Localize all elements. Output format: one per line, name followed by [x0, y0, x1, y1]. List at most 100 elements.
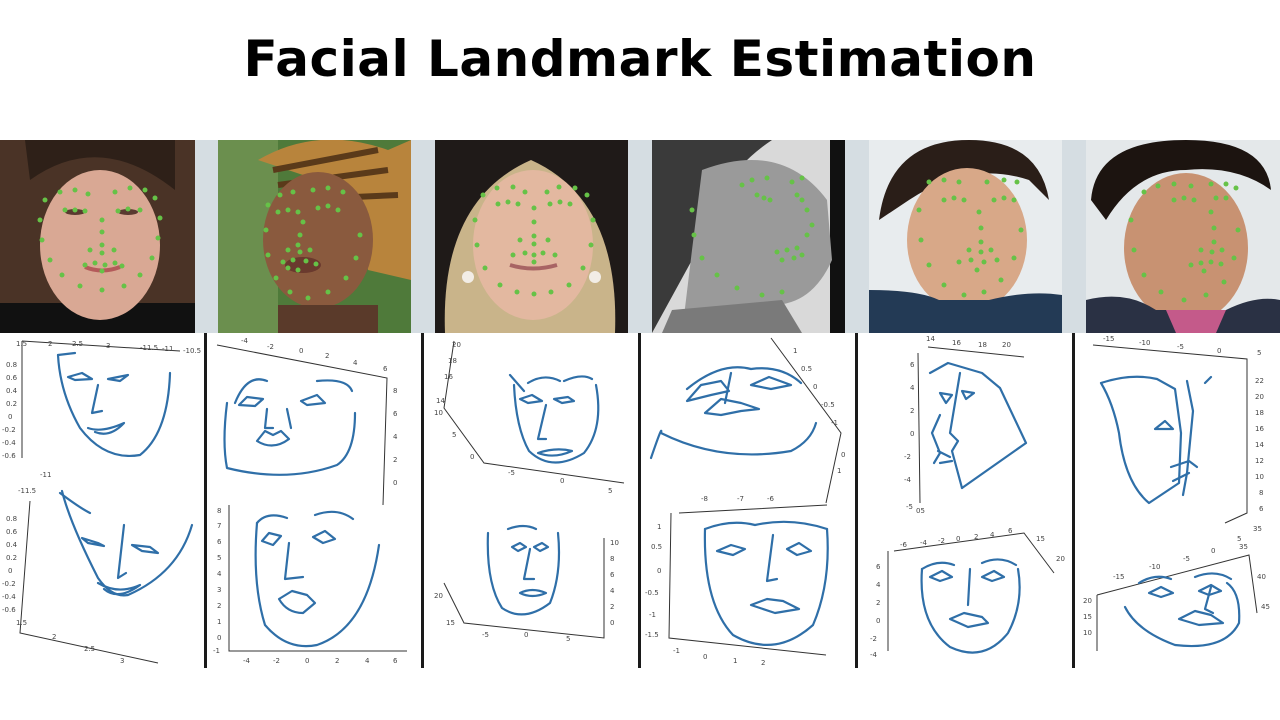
landmark-point: [1223, 181, 1229, 187]
landmark-point: [102, 262, 108, 268]
axis-tick-label: -2: [273, 657, 280, 665]
face-photo-4: [652, 140, 845, 333]
landmark-contour: [703, 527, 829, 647]
axis-tick-label: -4: [870, 651, 878, 659]
axis-tick-label: 0: [841, 451, 845, 459]
axis-tick-label: 4: [217, 570, 222, 578]
axis-tick-label: 0: [813, 383, 817, 391]
axis-tick-label: 8: [393, 387, 397, 395]
axis-tick-label: -10.5: [183, 347, 201, 355]
axis-tick-label: -15: [1113, 573, 1124, 581]
axis-tick-label: 15: [446, 619, 455, 627]
axis-tick-label: 2: [393, 456, 397, 464]
axis-tick-label: 7: [217, 522, 221, 530]
landmark-point: [99, 250, 105, 256]
landmark-contour: [685, 366, 803, 391]
landmark-point: [966, 247, 972, 253]
axis-tick-label: 2: [876, 599, 880, 607]
axis-tick-label: 4: [610, 587, 615, 595]
landmark-point: [774, 249, 780, 255]
axis-tick-label: 2: [610, 603, 614, 611]
axis-tick-label: 18: [978, 341, 987, 349]
landmark-point: [791, 255, 797, 261]
axis-tick-label: 6: [383, 365, 388, 373]
axis-tick-label: -0.4: [2, 439, 16, 447]
landmark-point: [1208, 259, 1214, 265]
axis-tick-label: 10: [1083, 629, 1092, 637]
axis-tick-label: -1: [831, 419, 838, 427]
landmark-point: [1235, 227, 1241, 233]
axis-tick-label: 5: [452, 431, 456, 439]
axis-tick-label: 0: [8, 567, 12, 575]
landmark-point: [699, 255, 705, 261]
axis-tick-label: 8: [1259, 489, 1263, 497]
axis-tick-label: 0.2: [6, 400, 17, 408]
landmark-point: [799, 197, 805, 203]
column-separator: [1072, 333, 1075, 668]
axis-tick-label: 2.5: [72, 340, 83, 348]
landmark-contour: [299, 393, 327, 407]
landmark-point: [335, 207, 341, 213]
landmark-point: [566, 282, 572, 288]
landmark-point: [137, 272, 143, 278]
landmark-point: [754, 192, 760, 198]
face-photo-2: [218, 140, 411, 333]
plot-3d-bottom: -15 -10 -5 0 35 40 45 20 15 10: [1083, 543, 1270, 651]
landmark-point: [784, 247, 790, 253]
landmark-contour: [1177, 609, 1225, 627]
landmark-point: [119, 263, 125, 269]
axis-tick-label: 0: [1217, 347, 1221, 355]
landmark-point: [799, 252, 805, 258]
axis-tick-label: -2: [870, 635, 877, 643]
landmark-contour: [960, 389, 976, 401]
axis-tick-label: -10: [1139, 339, 1150, 347]
landmark-point: [926, 262, 932, 268]
landmark-point: [497, 282, 503, 288]
landmark-contour: [506, 524, 538, 531]
landmark-point: [689, 207, 695, 213]
landmark-point: [548, 289, 554, 295]
landmark-point: [42, 197, 48, 203]
landmark-point: [1231, 255, 1237, 261]
landmark-point: [37, 217, 43, 223]
axis-tick-label: 3: [120, 657, 124, 665]
landmark-point: [567, 201, 573, 207]
axis-tick-label: 14: [926, 335, 935, 343]
landmark-point: [137, 207, 143, 213]
landmark-point: [779, 257, 785, 263]
axis-tick-label: 2: [910, 407, 914, 415]
landmark-point: [290, 189, 296, 195]
axis-tick-label: -2: [904, 453, 911, 461]
landmark-point: [544, 189, 550, 195]
landmark-contour: [703, 397, 761, 417]
axis-tick-label: -0.4: [2, 593, 16, 601]
axis-tick-label: 0: [217, 634, 221, 642]
axis-tick-label: 0.5: [801, 365, 812, 373]
landmark-point: [961, 292, 967, 298]
axis-tick-label: 6: [1259, 505, 1264, 513]
landmark-contour: [260, 531, 283, 547]
plot-column-6: -15 -10 -5 0 5 22 20 18 16 14 12 10 8 6 …: [1075, 333, 1280, 668]
landmark-point: [789, 179, 795, 185]
axis-tick-label: 1: [793, 347, 797, 355]
landmark-contour: [116, 523, 128, 580]
axis-tick-label: 0: [657, 567, 661, 575]
landmark-point: [99, 287, 105, 293]
landmark-contour: [255, 429, 291, 447]
landmark-contour: [703, 520, 829, 531]
landmark-point: [974, 267, 980, 273]
axis-tick-label: 10: [434, 409, 443, 417]
plot-column-1: 1.5 2 2.5 3 -11.5 -11 -10.5 0.8 0.6 0.4 …: [0, 333, 204, 668]
axis-tick-label: -5: [1177, 343, 1184, 351]
axis-tick-label: -5: [906, 503, 913, 511]
landmark-point: [357, 232, 363, 238]
landmark-point: [1181, 297, 1187, 303]
axis-tick-label: 5: [1257, 349, 1261, 357]
landmark-point: [494, 185, 500, 191]
axis-tick-label: -5: [482, 631, 489, 639]
landmark-point: [981, 289, 987, 295]
landmark-point: [794, 245, 800, 251]
axis-tick-label: 20: [1255, 393, 1264, 401]
landmark-point: [759, 292, 765, 298]
landmark-point: [142, 187, 148, 193]
